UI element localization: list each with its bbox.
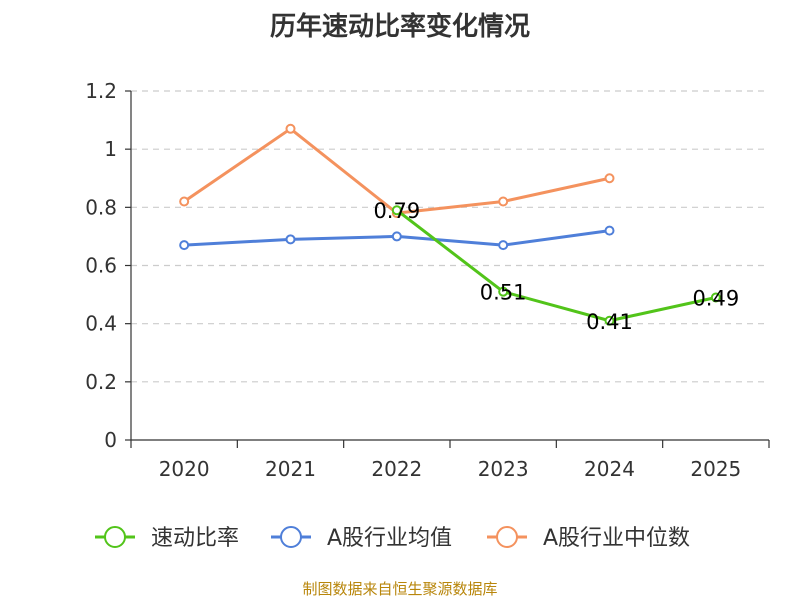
y-tick-label: 0.8 (85, 195, 117, 219)
source-note: 制图数据来自恒生聚源数据库 (302, 580, 498, 598)
data-point (604, 173, 615, 184)
axis-layer: 0 0.2 0.4 0.6 0.8 1 1.2 2020 2021 2022 2023 2024 202… (85, 79, 770, 481)
y-tick-label: 1.2 (85, 79, 117, 103)
y-tick-label: 0.2 (85, 370, 117, 394)
data-point (498, 286, 509, 297)
y-tick-label: 0 (104, 428, 117, 452)
data-label: 0.51 (480, 281, 527, 305)
legend-swatch-marker (280, 526, 302, 548)
data-point (604, 225, 615, 236)
grid-layer (131, 90, 769, 383)
data-point (179, 196, 190, 207)
chart-title: 历年速动比率变化情况 (269, 12, 530, 42)
data-point (285, 234, 296, 245)
data-label: 0.79 (373, 199, 420, 223)
data-label: 0.41 (586, 310, 633, 334)
series-layer (179, 123, 721, 326)
data-point (498, 240, 509, 251)
data-label: 0.49 (692, 286, 739, 310)
data-point (391, 231, 402, 242)
legend-label: 速动比率 (151, 526, 239, 551)
legend-swatch-marker (104, 526, 126, 548)
y-tick-label: 0.4 (85, 312, 117, 336)
x-tick-label: 2024 (584, 457, 635, 481)
legend-label: A股行业中位数 (543, 526, 690, 551)
x-tick-label: 2023 (478, 457, 529, 481)
data-point (710, 292, 721, 303)
label-layer: 0.79 0.51 0.41 0.49 (373, 199, 739, 334)
data-point (604, 315, 615, 326)
legend-swatch-marker (496, 526, 518, 548)
x-tick-label: 2020 (159, 457, 210, 481)
y-tick-label: 1 (104, 137, 117, 161)
data-point (179, 240, 190, 251)
x-tick-label: 2021 (265, 457, 316, 481)
data-point (498, 196, 509, 207)
legend: 速动比率 A股行业均值 A股行业中位数 (95, 526, 690, 551)
data-point (285, 123, 296, 134)
y-tick-label: 0.6 (85, 254, 117, 278)
series-line (395, 209, 717, 323)
legend-label: A股行业均值 (327, 526, 452, 551)
x-tick-label: 2025 (690, 457, 741, 481)
data-point (391, 205, 402, 216)
x-tick-label: 2022 (371, 457, 422, 481)
